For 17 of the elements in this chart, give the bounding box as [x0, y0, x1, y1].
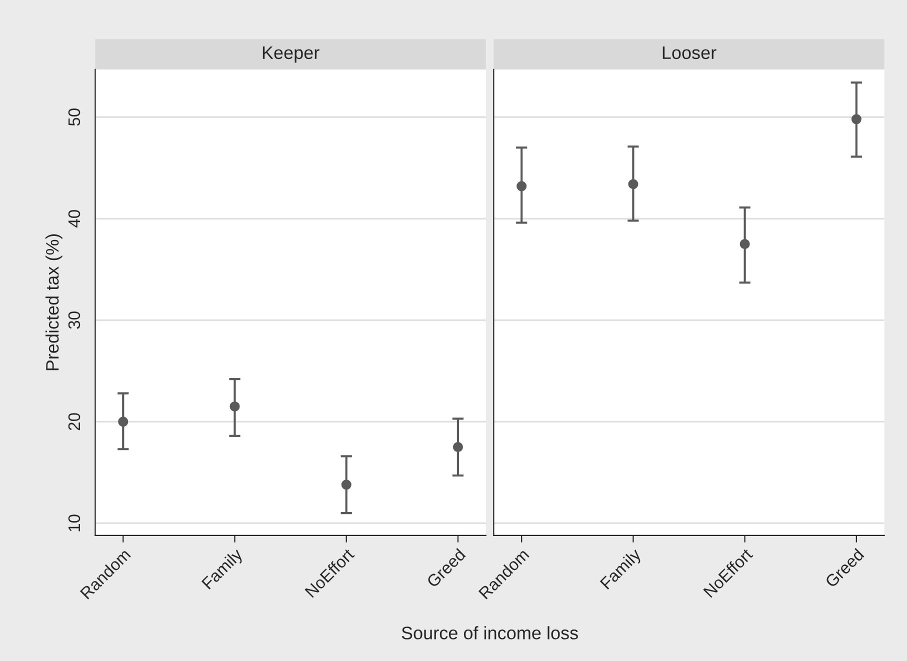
- chart-title: Looser: [662, 46, 716, 60]
- point: [516, 181, 527, 192]
- point: [740, 238, 750, 250]
- point: [341, 480, 352, 490]
- point: [118, 416, 128, 427]
- y-tick-label: 40: [68, 210, 80, 228]
- y-axis-title: Predicted tax (%): [46, 234, 62, 370]
- y-tick-label: 20: [68, 413, 80, 430]
- y-tick-label: 10: [68, 514, 80, 532]
- y-tick-label: 50: [68, 108, 80, 126]
- point: [230, 401, 240, 412]
- x-axis-title: Source of income loss: [402, 626, 578, 640]
- point: [628, 179, 638, 190]
- chart-title: Keeper: [262, 46, 320, 63]
- point: [452, 442, 464, 452]
- y-tick-label: 30: [68, 312, 80, 329]
- point: [851, 114, 862, 124]
